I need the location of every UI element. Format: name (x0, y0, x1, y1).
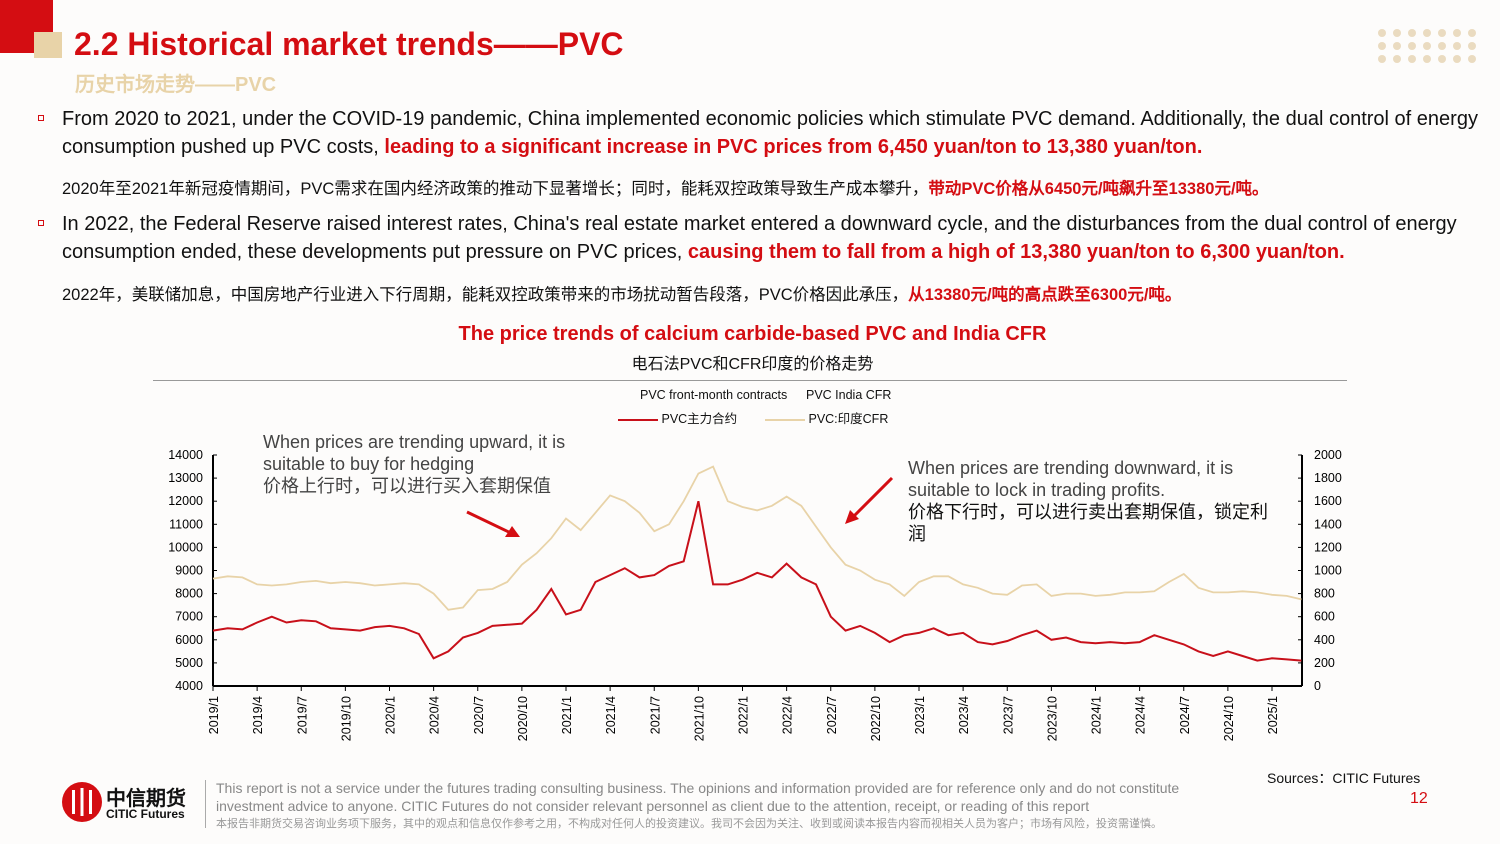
decor-dot (1408, 42, 1416, 50)
x-tick-label: 2023/7 (1001, 696, 1015, 734)
y-tick-label-right: 2000 (1314, 448, 1342, 462)
x-tick-label: 2021/10 (692, 696, 706, 741)
x-tick-label: 2019/4 (251, 696, 265, 734)
x-tick-label: 2022/10 (869, 696, 883, 741)
y-tick-label-right: 1000 (1314, 564, 1342, 578)
y-tick-label-left: 9000 (175, 564, 203, 578)
y-tick-label-right: 1600 (1314, 494, 1342, 508)
y-tick-label-left: 8000 (175, 587, 203, 601)
bullet-icon (38, 115, 44, 121)
page-subtitle: 历史市场走势——PVC (75, 74, 277, 96)
x-tick-label: 2019/10 (339, 696, 353, 741)
x-tick-label: 2021/7 (648, 696, 662, 734)
series-line-pvc-india-cfr (212, 465, 1302, 611)
chart-subtitle: 电石法PVC和CFR印度的价格走势 (631, 356, 874, 373)
decor-dot (1468, 29, 1476, 37)
decor-dot (1438, 55, 1446, 63)
decor-dot (1378, 42, 1386, 50)
x-tick-label: 2025/1 (1266, 696, 1280, 734)
decor-dot (1423, 55, 1431, 63)
y-tick-label-left: 12000 (168, 494, 203, 508)
y-tick-label-right: 1200 (1314, 540, 1342, 554)
decor-dot (1423, 29, 1431, 37)
legend-label-red-en: PVC front-month contracts (640, 388, 788, 402)
y-tick-label-left: 10000 (168, 540, 203, 554)
y-tick-label-right: 1800 (1314, 471, 1342, 485)
x-tick-label: 2024/4 (1134, 696, 1148, 734)
x-tick-label: 2024/1 (1090, 696, 1104, 734)
bullet-2-en: In 2022, the Federal Reserve raised inte… (62, 213, 1457, 263)
y-tick-label-right: 200 (1314, 656, 1335, 670)
decor-dot (1378, 29, 1386, 37)
decor-dot (1468, 42, 1476, 50)
y-tick-label-right: 400 (1314, 633, 1335, 647)
x-tick-label: 2019/7 (295, 696, 309, 734)
arrow-up-trend (466, 510, 516, 537)
decor-dot (1423, 42, 1431, 50)
y-tick-label-left: 6000 (175, 633, 203, 647)
x-tick-label: 2020/10 (516, 696, 530, 741)
legend-item-beige: PVC:印度CFR (765, 408, 888, 427)
x-tick-label: 2022/4 (781, 696, 795, 734)
decor-dot (1438, 29, 1446, 37)
bullet-1-cn: 2020年至2021年新冠疫情期间，PVC需求在国内经济政策的推动下显著增长；同… (62, 180, 1269, 198)
x-tick-label: 2021/1 (560, 696, 574, 734)
decor-dot (1393, 55, 1401, 63)
y-tick-label-left: 14000 (168, 448, 203, 462)
y-tick-label-left: 11000 (169, 517, 203, 531)
x-tick-label: 2020/4 (428, 696, 442, 734)
decor-dot (1408, 29, 1416, 37)
arrow-down-trend (850, 476, 894, 520)
x-tick-label: 2019/1 (207, 696, 221, 734)
decor-dot (1453, 42, 1461, 50)
x-tick-label: 2024/7 (1178, 696, 1192, 734)
x-tick-label: 2021/4 (604, 696, 618, 734)
decor-dot (1468, 55, 1476, 63)
x-tick-label: 2022/1 (737, 696, 751, 734)
bullet-1-en: From 2020 to 2021, under the COVID-19 pa… (62, 108, 1478, 158)
series-line-pvc-front-month (212, 500, 1302, 662)
disclaimer-cn: 本报告非期货交易咨询业务项下服务，其中的观点和信息仅作参考之用，不构成对任何人的… (216, 817, 1162, 830)
arrow-head (845, 510, 859, 524)
legend-item-red: PVC主力合约 (618, 408, 737, 427)
bullet-2-cn: 2022年，美联储加息，中国房地产行业进入下行周期，能耗双控政策带来的市场扰动暂… (62, 286, 1182, 304)
y-tick-label-right: 800 (1314, 587, 1335, 601)
y-tick-label-left: 13000 (168, 471, 203, 485)
x-tick-label: 2022/7 (825, 696, 839, 734)
sources: Sources：CITIC Futures (1267, 770, 1421, 786)
y-tick-label-left: 4000 (175, 679, 203, 693)
y-tick-label-left: 7000 (175, 610, 203, 624)
annotation-up: When prices are trending upward, it is s… (263, 432, 566, 496)
decor-dot (1438, 42, 1446, 50)
x-tick-label: 2023/1 (913, 696, 927, 734)
decor-dot (1453, 55, 1461, 63)
x-tick-label: 2020/7 (472, 696, 486, 734)
decor-dot (1393, 29, 1401, 37)
chart-title: The price trends of calcium carbide-base… (458, 323, 1047, 345)
disclaimer-en: This report is not a service under the f… (216, 780, 1180, 814)
divider (205, 780, 206, 828)
bullet-icon (38, 220, 44, 226)
x-tick-label: 2024/10 (1222, 696, 1236, 741)
divider (153, 380, 1347, 381)
page-number: 12 (1410, 790, 1428, 807)
y-tick-label-left: 5000 (175, 656, 203, 670)
x-tick-label: 2023/10 (1045, 696, 1059, 741)
y-tick-label-right: 600 (1314, 610, 1335, 624)
y-tick-label-right: 0 (1314, 679, 1321, 693)
decor-beige-square (34, 32, 62, 58)
decor-dot (1378, 55, 1386, 63)
x-tick-label: 2023/4 (957, 696, 971, 734)
legend-label-beige-en: PVC India CFR (806, 388, 892, 402)
decor-dots (1378, 29, 1476, 63)
annotation-down: When prices are trending downward, it is… (908, 458, 1268, 544)
arrow-head (505, 526, 520, 537)
x-tick-label: 2020/1 (384, 696, 398, 734)
decor-dot (1408, 55, 1416, 63)
page-title: 2.2 Historical market trends——PVC (74, 26, 624, 62)
decor-dot (1453, 29, 1461, 37)
decor-dot (1393, 42, 1401, 50)
y-tick-label-right: 1400 (1314, 517, 1342, 531)
